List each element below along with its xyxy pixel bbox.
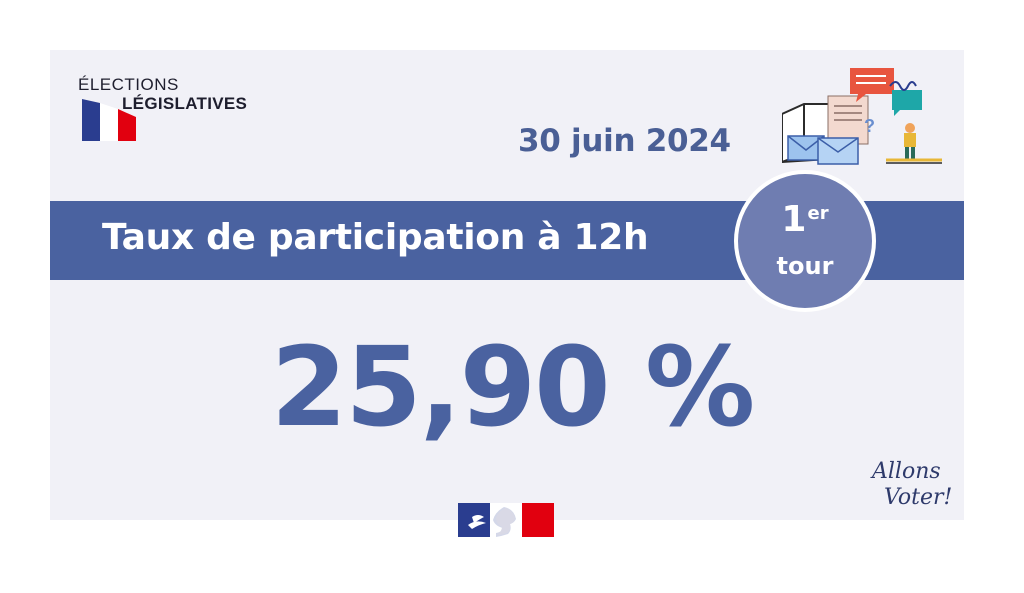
elections-legislatives-logo: ÉLECTIONS LÉGISLATIVES [78,75,278,150]
ballot-box-illustration: ? [782,68,942,165]
election-date: 30 juin 2024 [518,123,731,159]
logo-line-2: LÉGISLATIVES [122,94,248,113]
svg-text:?: ? [864,116,875,136]
round-number-value: 1 [781,199,807,240]
marianne-logo [458,503,554,537]
round-number-suffix: er [807,203,829,224]
round-badge: 1er tour [734,170,876,312]
round-number: 1er [738,200,872,240]
participation-rate: 25,90 % [270,323,755,451]
band-title: Taux de participation à 12h [102,217,649,258]
slogan-line-2: Voter! [884,485,952,510]
logo-line-1: ÉLECTIONS [78,75,179,94]
allons-voter-slogan: Allons Voter! [870,459,952,510]
slogan-line-1: Allons [870,459,941,484]
french-flag-icon [82,99,136,141]
round-word: tour [776,252,834,280]
